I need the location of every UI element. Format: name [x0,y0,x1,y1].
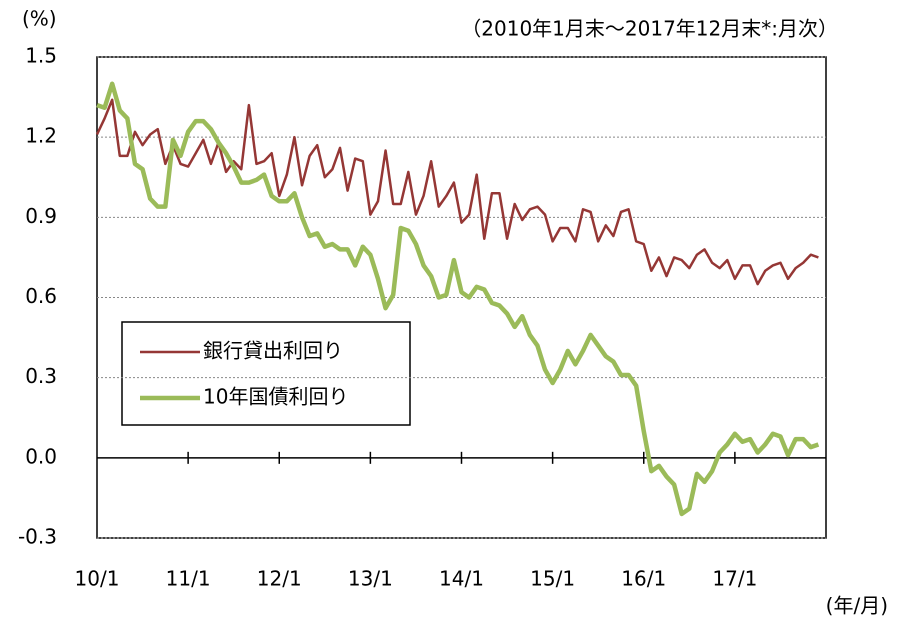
y-tick-label: -0.3 [18,525,57,549]
legend-label: 10年国債利回り [203,385,348,409]
y-tick-label: 1.2 [25,124,57,148]
y-tick-label: 0.9 [25,204,57,228]
series-line [96,81,820,517]
x-axis-label: (年/月) [826,594,888,618]
chart-subtitle: （2010年1月末～2017年12月末*:月次） [461,17,838,41]
x-tick-label: 14/1 [439,567,484,591]
series-line [95,98,819,286]
y-tick-label: 0.0 [25,444,57,468]
y-tick-label: 1.5 [25,44,57,68]
legend-label: 銀行貸出利回り [203,339,343,363]
x-tick-label: 17/1 [712,567,757,591]
x-tick-label: 11/1 [166,567,211,591]
x-tick-label: 13/1 [348,567,393,591]
x-tick-label: 10/1 [75,567,120,591]
legend-box [121,321,411,426]
y-tick-label: 0.3 [25,364,57,388]
y-axis-label: (%) [22,7,57,31]
x-tick-label: 15/1 [530,567,575,591]
y-tick-label: 0.6 [25,284,57,308]
x-tick-label: 12/1 [257,567,302,591]
x-tick-label: 16/1 [621,567,666,591]
